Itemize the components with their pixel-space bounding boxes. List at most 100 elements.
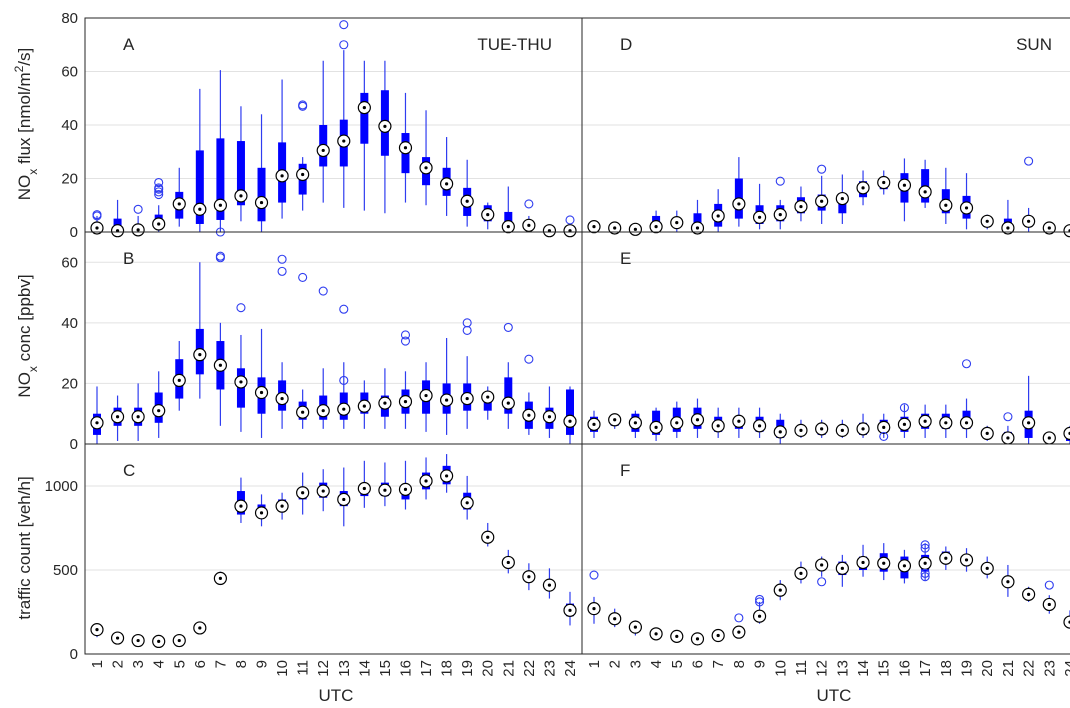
box-b-3	[131, 383, 145, 441]
outlier-f-6	[920, 568, 930, 578]
outlier-f-8	[920, 540, 930, 550]
median-dot-b-13	[342, 407, 346, 411]
outlier-a-11	[339, 20, 349, 30]
x-tick-label-c-11: 11	[295, 660, 312, 676]
median-dot-d-9	[757, 215, 762, 219]
box-d-17	[918, 159, 932, 208]
median-dot-f-23	[1047, 602, 1051, 607]
median-dot-f-6	[695, 637, 700, 641]
x-tick-label-f-1: 1	[586, 660, 603, 668]
median-dot-b-16	[403, 400, 408, 404]
median-dot-d-7	[716, 214, 720, 218]
box-d-2	[608, 221, 622, 235]
box-a-2	[110, 199, 125, 238]
y-tick-label-a-3: 60	[61, 64, 78, 81]
median-dot-d-13	[840, 196, 844, 201]
median-dot-f-22	[1027, 592, 1031, 596]
x-tick-label-c-3: 3	[130, 660, 147, 668]
box-e-4	[649, 407, 663, 441]
box-e-20	[980, 425, 994, 441]
median-dot-e-18	[944, 421, 948, 425]
outlier-f-1	[734, 613, 744, 623]
x-tick-label-c-16: 16	[397, 660, 414, 677]
outlier-a-2	[133, 204, 143, 214]
median-dot-a-10	[280, 174, 284, 178]
outlier-b-10	[400, 336, 411, 346]
box-d-4	[649, 210, 663, 234]
x-tick-label-c-9: 9	[254, 660, 271, 668]
box-d-9	[752, 183, 767, 230]
x-tick-label-f-13: 13	[834, 660, 851, 677]
median-dot-b-9	[259, 390, 264, 395]
box-e-3	[628, 410, 642, 438]
median-dot-c-18	[445, 474, 449, 478]
box-c-13	[337, 467, 351, 527]
outlier-b-5	[277, 254, 287, 264]
y-tick-label-c-1: 500	[53, 562, 78, 579]
box-e-22	[1022, 375, 1036, 444]
box-b-15	[378, 368, 392, 429]
median-dot-c-13	[342, 497, 346, 502]
y-tick-label-b-3: 60	[61, 254, 78, 271]
box-b-4	[152, 371, 166, 438]
box-b-8	[234, 334, 248, 432]
median-dot-c-17	[424, 479, 428, 483]
box-f-14	[856, 544, 870, 577]
box-e-14	[856, 413, 870, 438]
box-f-3	[628, 620, 642, 636]
outlier-f-7	[920, 543, 930, 553]
panel-title-a: TUE-THU	[477, 35, 552, 54]
x-tick-label-f-8: 8	[731, 660, 748, 668]
box-d-1	[587, 220, 601, 234]
box-a-16	[398, 92, 413, 203]
box-d-15	[877, 170, 891, 195]
outlier-f-2	[755, 597, 765, 607]
x-tick-label-c-24: 24	[562, 660, 579, 677]
x-tick-label-f-6: 6	[689, 660, 706, 668]
box-a-6	[193, 88, 207, 232]
median-dot-d-16	[902, 183, 907, 187]
median-dot-d-10	[778, 213, 782, 217]
box-b-9	[254, 328, 269, 438]
median-dot-a-21	[506, 225, 510, 229]
box-c-22	[522, 563, 536, 591]
iqr-box-a-7	[216, 138, 225, 220]
box-f-22	[1022, 586, 1036, 602]
median-dot-b-15	[383, 401, 387, 405]
median-dot-a-20	[486, 213, 490, 217]
median-dot-c-16	[403, 487, 408, 491]
outlier-b-13	[462, 318, 472, 328]
median-dot-f-14	[861, 560, 865, 565]
box-c-5	[172, 633, 186, 648]
median-dot-a-14	[362, 106, 366, 110]
median-dot-a-19	[465, 199, 469, 203]
box-e-15	[877, 413, 891, 438]
x-tick-label-c-19: 19	[459, 660, 476, 677]
median-dot-c-10	[280, 504, 284, 508]
median-dot-f-21	[1006, 580, 1010, 584]
box-d-23	[1042, 221, 1056, 235]
median-dot-b-7	[218, 363, 222, 367]
box-f-13	[835, 554, 849, 587]
median-dot-b-24	[568, 419, 572, 423]
median-dot-d-2	[613, 226, 617, 230]
median-dot-d-4	[654, 225, 658, 229]
x-tick-label-f-9: 9	[752, 660, 769, 668]
box-a-21	[501, 186, 515, 234]
median-dot-e-20	[985, 431, 989, 435]
outlier-b-14	[503, 322, 513, 332]
outlier-a-1	[92, 210, 102, 220]
median-dot-d-19	[964, 206, 969, 210]
median-dot-c-3	[136, 638, 140, 643]
box-d-6	[690, 199, 705, 235]
y-tick-label-c-2: 1000	[45, 478, 78, 495]
outlier-e-1	[899, 403, 909, 413]
box-b-2	[110, 395, 125, 441]
x-tick-label-f-18: 18	[938, 660, 955, 677]
median-dot-e-17	[923, 419, 927, 423]
outlier-a-9	[298, 100, 308, 110]
box-d-21	[1001, 199, 1015, 235]
box-e-21	[1001, 425, 1015, 445]
